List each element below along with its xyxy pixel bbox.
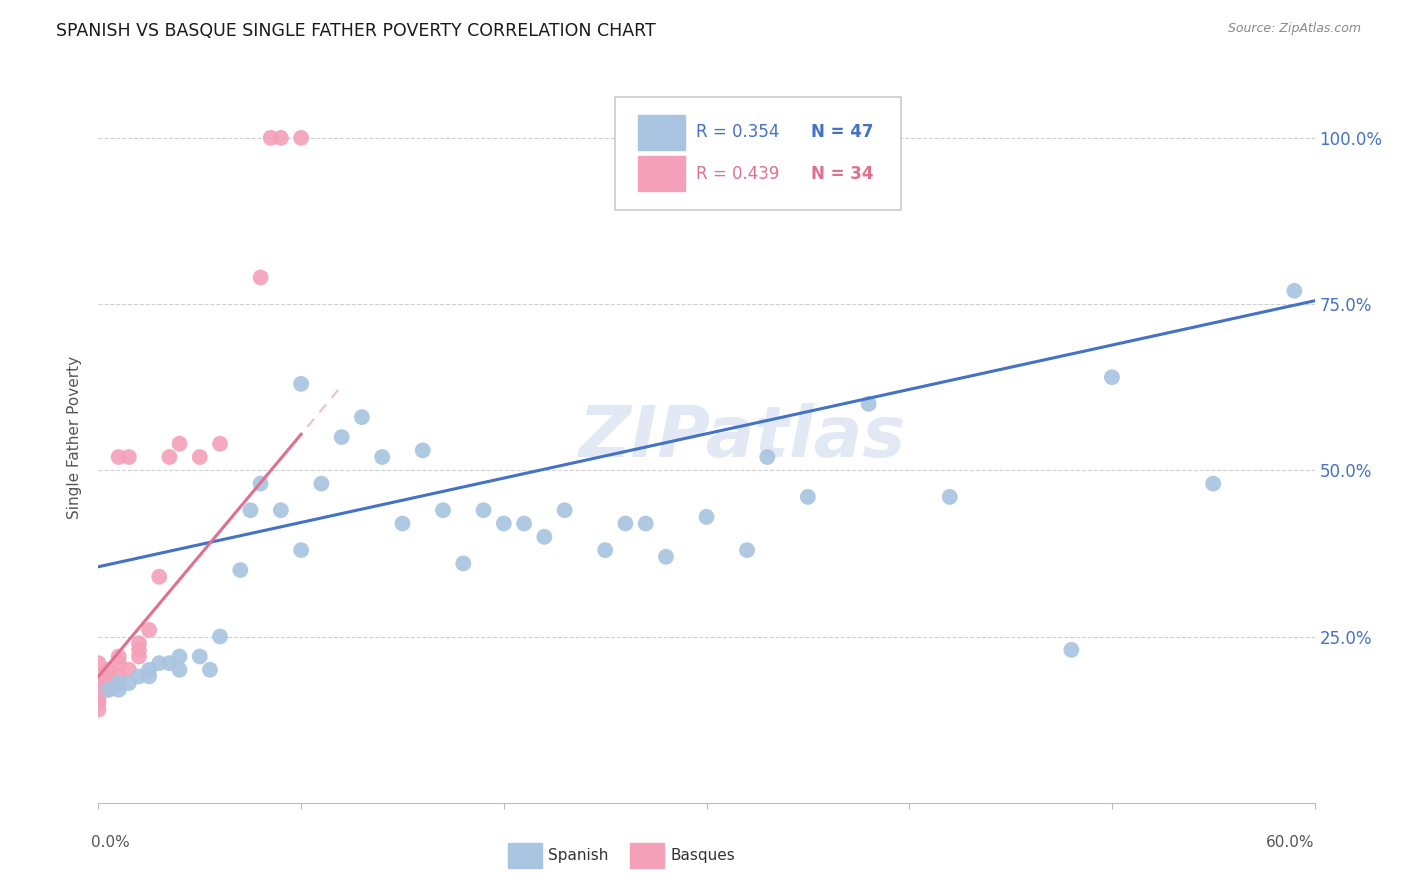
- Point: [260, 131, 283, 145]
- Point: [87, 696, 110, 710]
- FancyBboxPatch shape: [509, 843, 543, 868]
- Point: [87, 669, 110, 683]
- FancyBboxPatch shape: [638, 156, 685, 191]
- Point: [87, 656, 110, 670]
- Point: [614, 516, 637, 531]
- Point: [107, 649, 129, 664]
- Point: [330, 430, 353, 444]
- Point: [97, 682, 120, 697]
- Point: [87, 703, 110, 717]
- Point: [1202, 476, 1225, 491]
- Point: [634, 516, 657, 531]
- Point: [311, 476, 333, 491]
- Text: Source: ZipAtlas.com: Source: ZipAtlas.com: [1227, 22, 1361, 36]
- Point: [391, 516, 413, 531]
- Point: [169, 649, 191, 664]
- Point: [188, 450, 211, 464]
- Point: [138, 623, 160, 637]
- Point: [554, 503, 576, 517]
- Y-axis label: Single Father Poverty: Single Father Poverty: [67, 356, 83, 518]
- Point: [97, 682, 120, 697]
- Point: [107, 656, 129, 670]
- FancyBboxPatch shape: [616, 97, 901, 211]
- Text: R = 0.354: R = 0.354: [696, 123, 779, 141]
- Point: [655, 549, 678, 564]
- Point: [118, 450, 141, 464]
- Point: [350, 410, 373, 425]
- Point: [696, 509, 718, 524]
- Point: [1284, 284, 1306, 298]
- Point: [1060, 643, 1083, 657]
- Text: 0.0%: 0.0%: [91, 836, 131, 850]
- Point: [87, 676, 110, 690]
- Point: [229, 563, 252, 577]
- Point: [270, 131, 292, 145]
- Point: [209, 630, 232, 644]
- Point: [107, 450, 129, 464]
- Point: [249, 476, 271, 491]
- Point: [128, 636, 150, 650]
- Point: [432, 503, 454, 517]
- Point: [87, 690, 110, 704]
- Point: [87, 692, 110, 706]
- Point: [593, 543, 616, 558]
- Point: [138, 663, 160, 677]
- Point: [97, 663, 120, 677]
- Point: [118, 676, 141, 690]
- Point: [290, 376, 312, 391]
- Text: R = 0.439: R = 0.439: [696, 165, 779, 183]
- Point: [138, 669, 160, 683]
- Point: [148, 570, 170, 584]
- Point: [239, 503, 262, 517]
- Point: [157, 450, 180, 464]
- Point: [797, 490, 820, 504]
- Point: [87, 680, 110, 694]
- Point: [107, 669, 129, 683]
- Point: [97, 676, 120, 690]
- Text: ZIPatlas: ZIPatlas: [579, 402, 907, 472]
- Point: [169, 663, 191, 677]
- FancyBboxPatch shape: [630, 843, 664, 868]
- Point: [290, 131, 312, 145]
- Point: [290, 543, 312, 558]
- Point: [270, 503, 292, 517]
- Point: [453, 557, 475, 571]
- Point: [87, 686, 110, 700]
- Text: SPANISH VS BASQUE SINGLE FATHER POVERTY CORRELATION CHART: SPANISH VS BASQUE SINGLE FATHER POVERTY …: [56, 22, 657, 40]
- Point: [939, 490, 962, 504]
- Point: [169, 436, 191, 450]
- Point: [412, 443, 434, 458]
- Point: [107, 676, 129, 690]
- Point: [128, 669, 150, 683]
- Point: [157, 656, 180, 670]
- Point: [107, 682, 129, 697]
- Point: [87, 682, 110, 697]
- Point: [513, 516, 536, 531]
- Text: N = 47: N = 47: [811, 123, 873, 141]
- Point: [472, 503, 495, 517]
- Point: [128, 649, 150, 664]
- Point: [128, 643, 150, 657]
- Point: [735, 543, 758, 558]
- Point: [756, 450, 779, 464]
- Text: 60.0%: 60.0%: [1267, 836, 1315, 850]
- Point: [371, 450, 394, 464]
- Point: [188, 649, 211, 664]
- Point: [118, 663, 141, 677]
- Point: [107, 676, 129, 690]
- Point: [198, 663, 221, 677]
- FancyBboxPatch shape: [638, 114, 685, 150]
- Point: [97, 669, 120, 683]
- Point: [209, 436, 232, 450]
- Text: N = 34: N = 34: [811, 165, 873, 183]
- Text: Spanish: Spanish: [548, 848, 609, 863]
- Point: [858, 397, 880, 411]
- Point: [148, 656, 170, 670]
- Text: Basques: Basques: [671, 848, 735, 863]
- Point: [249, 270, 271, 285]
- Point: [492, 516, 515, 531]
- Point: [533, 530, 555, 544]
- Point: [1101, 370, 1123, 384]
